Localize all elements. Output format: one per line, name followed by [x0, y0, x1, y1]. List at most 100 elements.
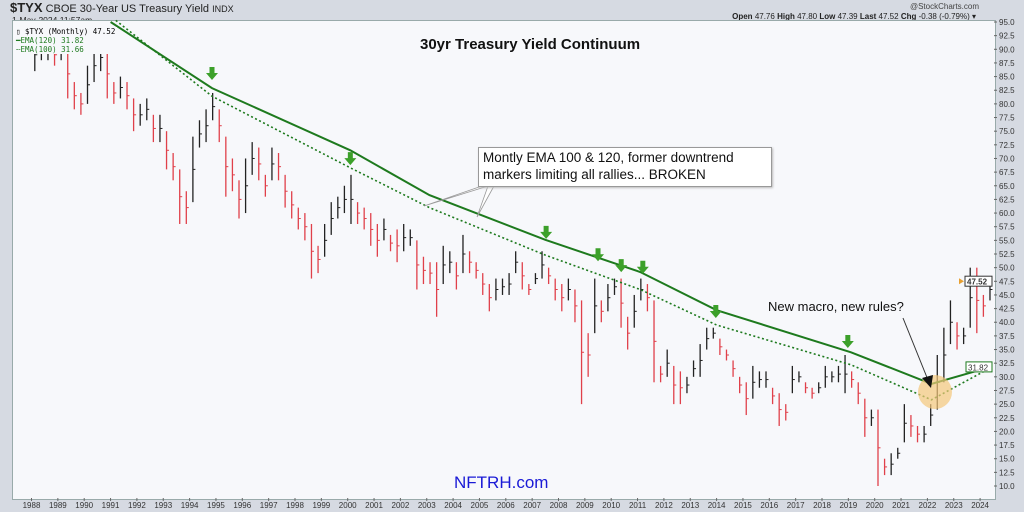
dropdown-icon[interactable]: ▾ [971, 12, 976, 21]
last-value: 47.52 [878, 12, 899, 21]
x-tick-label: 2017 [787, 501, 805, 510]
x-tick-label: 2004 [444, 501, 462, 510]
y-tick-label: 67.5 [999, 168, 1015, 177]
y-tick-label: 45.0 [999, 291, 1015, 300]
x-tick-label: 1996 [233, 501, 251, 510]
y-tick-label: 25.0 [999, 400, 1015, 409]
open-label: Open [732, 12, 753, 21]
x-tick-label: 2010 [602, 501, 620, 510]
x-tick-label: 1998 [286, 501, 304, 510]
y-tick-label: 55.0 [999, 236, 1015, 245]
y-tick-label: 52.5 [999, 250, 1015, 259]
symbol: $TYX [10, 0, 43, 15]
new-macro-note: New macro, new rules? [768, 299, 904, 314]
x-tick-label: 2002 [392, 501, 410, 510]
x-tick-label: 1994 [181, 501, 199, 510]
green-down-arrow-icon [592, 248, 605, 262]
x-tick-label: 2007 [523, 501, 541, 510]
legend-ema120-text: EMA(120) 31.82 [20, 36, 84, 45]
chg-value: -0.38 (-0.79%) [918, 12, 970, 21]
y-tick-label: 62.5 [999, 195, 1015, 204]
low-label: Low [819, 12, 836, 21]
brand-watermark: NFTRH.com [454, 473, 549, 492]
x-tick-label: 2001 [365, 501, 383, 510]
y-tick-label: 15.0 [999, 455, 1015, 464]
legend: ▯ $TYX (Monthly) 47.52 ━EMA(120) 31.82 ╌… [14, 27, 118, 54]
callout-box: Montly EMA 100 & 120, former downtrend m… [478, 147, 772, 187]
y-tick-label: 20.0 [999, 427, 1015, 436]
legend-ema100-text: EMA(100) 31.66 [20, 45, 84, 54]
ema-value-label: 31.82 [968, 363, 989, 372]
y-tick-label: 95.0 [999, 18, 1015, 27]
callout-line-2: markers limiting all rallies... BROKEN [483, 167, 706, 182]
y-tick-label: 60.0 [999, 209, 1015, 218]
x-tick-label: 2008 [550, 501, 568, 510]
x-tick-label: 2000 [339, 501, 357, 510]
green-down-arrow-icon [841, 334, 854, 348]
y-tick-label: 40.0 [999, 318, 1015, 327]
x-tick-label: 2015 [734, 501, 752, 510]
legend-price-text: $TYX (Monthly) 47.52 [25, 27, 116, 36]
y-tick-label: 17.5 [999, 441, 1015, 450]
solid-line-icon: ━ [16, 36, 21, 45]
high-value: 47.80 [797, 12, 818, 21]
last-price-label: 47.52 [967, 278, 988, 287]
last-price-marker-icon [959, 278, 964, 285]
y-tick-label: 22.5 [999, 414, 1015, 423]
symbol-title: $TYX CBOE 30-Year US Treasury Yield INDX [10, 1, 234, 16]
x-tick-label: 2022 [919, 501, 937, 510]
open-value: 47.76 [754, 12, 775, 21]
y-tick-label: 27.5 [999, 386, 1015, 395]
green-down-arrow-icon [636, 260, 649, 274]
pointer-arrowhead-icon [922, 375, 933, 388]
x-tick-label: 2013 [681, 501, 699, 510]
dotted-line-icon: ╌ [16, 45, 21, 54]
ema-value-tag [965, 361, 993, 373]
y-tick-label: 57.5 [999, 223, 1015, 232]
x-tick-label: 2005 [471, 501, 489, 510]
highlight-circle [918, 375, 952, 409]
y-tick-label: 77.5 [999, 114, 1015, 123]
x-tick-label: 2023 [945, 501, 963, 510]
bar-icon: ▯ [16, 27, 26, 36]
y-tick-label: 12.5 [999, 468, 1015, 477]
high-label: High [777, 12, 795, 21]
x-tick-label: 2012 [655, 501, 673, 510]
source-credit: @StockCharts.com [909, 2, 979, 11]
y-tick-label: 35.0 [999, 346, 1015, 355]
x-tick-label: 1997 [260, 501, 278, 510]
x-tick-label: 2019 [839, 501, 857, 510]
ema-100-line [115, 19, 991, 401]
x-tick-label: 2009 [576, 501, 594, 510]
green-down-arrow-icon [540, 225, 553, 239]
y-tick-label: 85.0 [999, 73, 1015, 82]
green-down-arrow-icon [709, 304, 722, 318]
y-tick-label: 72.5 [999, 141, 1015, 150]
legend-ema100: ╌EMA(100) 31.66 [16, 45, 115, 54]
y-tick-label: 82.5 [999, 86, 1015, 95]
legend-ema120: ━EMA(120) 31.82 [16, 36, 115, 45]
low-value: 47.39 [837, 12, 858, 21]
x-tick-label: 2006 [497, 501, 515, 510]
y-tick-label: 65.0 [999, 182, 1015, 191]
x-tick-label: 2003 [418, 501, 436, 510]
x-tick-label: 2014 [708, 501, 726, 510]
x-tick-label: 2024 [971, 501, 989, 510]
green-down-arrow-icon [615, 259, 628, 273]
y-tick-label: 37.5 [999, 332, 1015, 341]
legend-price: ▯ $TYX (Monthly) 47.52 [16, 27, 115, 36]
green-down-arrow-icon [205, 66, 218, 80]
y-tick-label: 10.0 [999, 482, 1015, 491]
y-tick-label: 75.0 [999, 127, 1015, 136]
x-tick-label: 2021 [892, 501, 910, 510]
x-tick-label: 1992 [128, 501, 146, 510]
x-tick-label: 1993 [154, 501, 172, 510]
y-tick-label: 32.5 [999, 359, 1015, 368]
ema-120-line [110, 21, 991, 385]
x-tick-label: 1995 [207, 501, 225, 510]
pointer-arrow-line [902, 317, 929, 381]
x-tick-label: 1988 [23, 501, 41, 510]
last-price-tag [964, 275, 993, 287]
x-tick-label: 2020 [866, 501, 884, 510]
